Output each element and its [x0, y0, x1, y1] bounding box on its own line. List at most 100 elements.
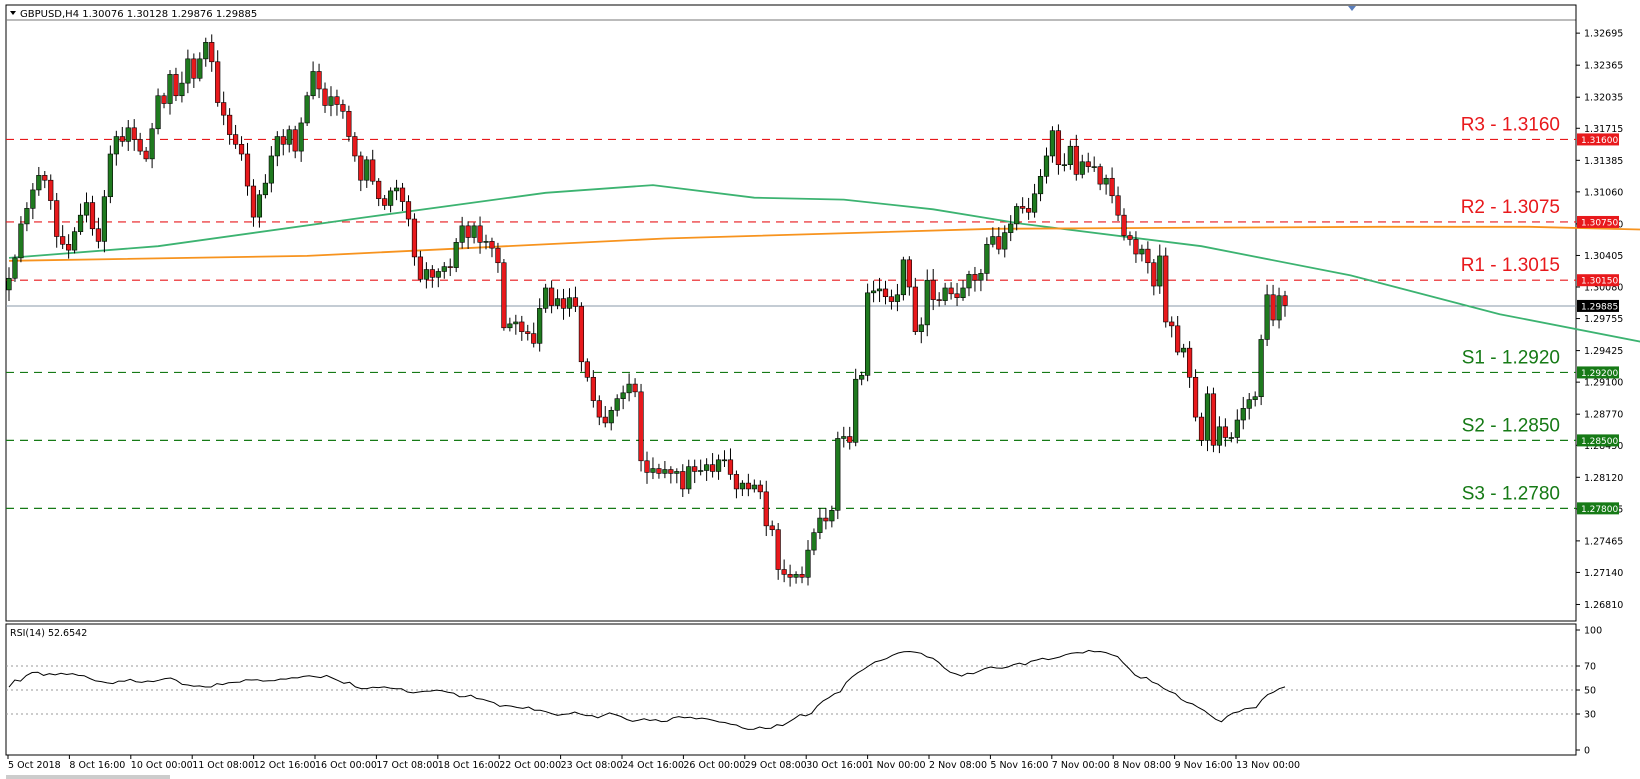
- candle-bearish: [340, 104, 346, 112]
- candle-bullish: [268, 155, 274, 184]
- candle-bullish: [1234, 419, 1240, 438]
- candle-bullish: [1067, 145, 1073, 165]
- candle-bullish: [435, 271, 441, 278]
- candle-bearish: [1163, 255, 1169, 323]
- rsi-tick-label: 30: [1584, 710, 1596, 721]
- candle-bullish: [960, 287, 966, 298]
- candle-bullish: [793, 574, 799, 578]
- candle-bearish: [1210, 393, 1217, 446]
- candle-bullish: [155, 95, 161, 130]
- candle-bearish: [638, 391, 644, 462]
- candle-bearish: [1175, 325, 1181, 353]
- candle-bearish: [906, 259, 912, 288]
- candle-bullish: [1061, 164, 1067, 166]
- level-label-s2: S2 - 1.2850: [1462, 415, 1560, 436]
- candle-bearish: [823, 517, 829, 522]
- candle-bullish: [859, 375, 865, 380]
- candle-bearish: [334, 96, 340, 105]
- price-tick-label: 1.31715: [1584, 124, 1623, 135]
- candle-bullish: [1091, 166, 1097, 168]
- level-badge-text-r3: 1.31600: [1581, 136, 1618, 146]
- candle-bearish: [1282, 295, 1288, 306]
- candle-bullish: [870, 290, 877, 294]
- candle-bearish: [769, 525, 775, 531]
- time-tick-label: 8 Oct 16:00: [69, 760, 125, 771]
- candle-bullish: [853, 378, 859, 443]
- candle-bearish: [584, 361, 590, 378]
- candle-bullish: [83, 202, 90, 216]
- candle-bearish: [346, 110, 352, 137]
- candle-bullish: [805, 549, 811, 578]
- candle-bearish: [173, 74, 179, 97]
- candle-bearish: [209, 42, 215, 63]
- candle-bearish: [692, 466, 698, 472]
- candle-bearish: [757, 484, 763, 493]
- candle-bearish: [370, 159, 376, 182]
- candle-bearish: [489, 241, 495, 249]
- time-tick-label: 13 Nov 00:00: [1236, 760, 1300, 771]
- candle-bearish: [912, 286, 918, 332]
- candle-bearish: [227, 114, 233, 135]
- candle-bullish: [841, 436, 847, 439]
- candle-bearish: [1127, 235, 1133, 240]
- candle-bullish: [698, 470, 704, 472]
- level-badge-text-s1: 1.29200: [1581, 369, 1618, 379]
- candle-bearish: [519, 321, 525, 332]
- candle-bearish: [66, 243, 72, 251]
- candle-bullish: [453, 242, 459, 268]
- candle-bullish: [662, 469, 668, 474]
- candle-bullish: [835, 438, 841, 511]
- candle-bearish: [137, 139, 143, 152]
- shift-marker-icon[interactable]: [1348, 6, 1356, 11]
- candle-bearish: [1121, 214, 1127, 236]
- price-tick-label: 1.29100: [1584, 378, 1623, 389]
- time-tick-label: 30 Oct 16:00: [806, 760, 868, 771]
- candle-bullish: [507, 323, 513, 329]
- candle-bearish: [161, 95, 167, 104]
- candle-bearish: [787, 574, 793, 578]
- candle-bearish: [1073, 145, 1079, 175]
- candle-bullish: [18, 223, 24, 259]
- level-badge-r1: [1577, 274, 1619, 287]
- time-tick-label: 7 Nov 00:00: [1052, 760, 1110, 771]
- candle-bullish: [125, 127, 131, 142]
- candle-bearish: [1186, 347, 1193, 378]
- candle-bullish: [286, 129, 292, 145]
- candle-bearish: [578, 306, 585, 363]
- rsi-title: RSI(14) 52.6542: [10, 628, 87, 639]
- candle-bearish: [495, 247, 501, 264]
- rsi-layer: 0 30 50 70 100: [6, 626, 1602, 757]
- candle-bearish: [847, 436, 853, 443]
- collapse-triangle-icon[interactable]: [10, 11, 16, 15]
- candle-bullish: [274, 136, 280, 157]
- candle-bullish: [966, 274, 972, 289]
- candle-bullish: [1181, 347, 1187, 353]
- candle-bullish: [304, 95, 310, 124]
- candle-bearish: [572, 297, 579, 307]
- candle-bearish: [1222, 426, 1228, 438]
- price-badges: 1.31600 1.30750 1.30150 1.29200 1.28500 1.278…: [1577, 133, 1619, 515]
- candle-bullish: [298, 122, 304, 152]
- time-tick-label: 8 Nov 08:00: [1113, 760, 1171, 771]
- candle-bullish: [113, 136, 119, 155]
- candle-bullish: [704, 464, 710, 471]
- candle-bullish: [1139, 248, 1145, 255]
- time-tick-label: 5 Oct 2018: [8, 760, 61, 771]
- candle-bearish: [727, 459, 734, 475]
- candle-bearish: [322, 88, 328, 106]
- candle-bearish: [405, 201, 412, 220]
- candle-bearish: [882, 288, 889, 298]
- candle-bullish: [865, 292, 871, 376]
- time-tick-label: 16 Oct 00:00: [315, 760, 377, 771]
- candle-bullish: [566, 297, 573, 309]
- candle-bullish: [203, 42, 209, 60]
- last-price-badge-text: 1.29885: [1581, 302, 1618, 312]
- moving-average-line-1: [8, 184, 1640, 343]
- candle-bearish: [250, 185, 257, 218]
- candle-bearish: [781, 569, 787, 575]
- horizontal-scrollbar[interactable]: [6, 775, 170, 779]
- price-tick-label: 1.27140: [1584, 568, 1623, 579]
- candle-bullish: [101, 196, 108, 242]
- candle-bullish: [256, 194, 263, 218]
- time-tick-label: 24 Oct 16:00: [622, 760, 684, 771]
